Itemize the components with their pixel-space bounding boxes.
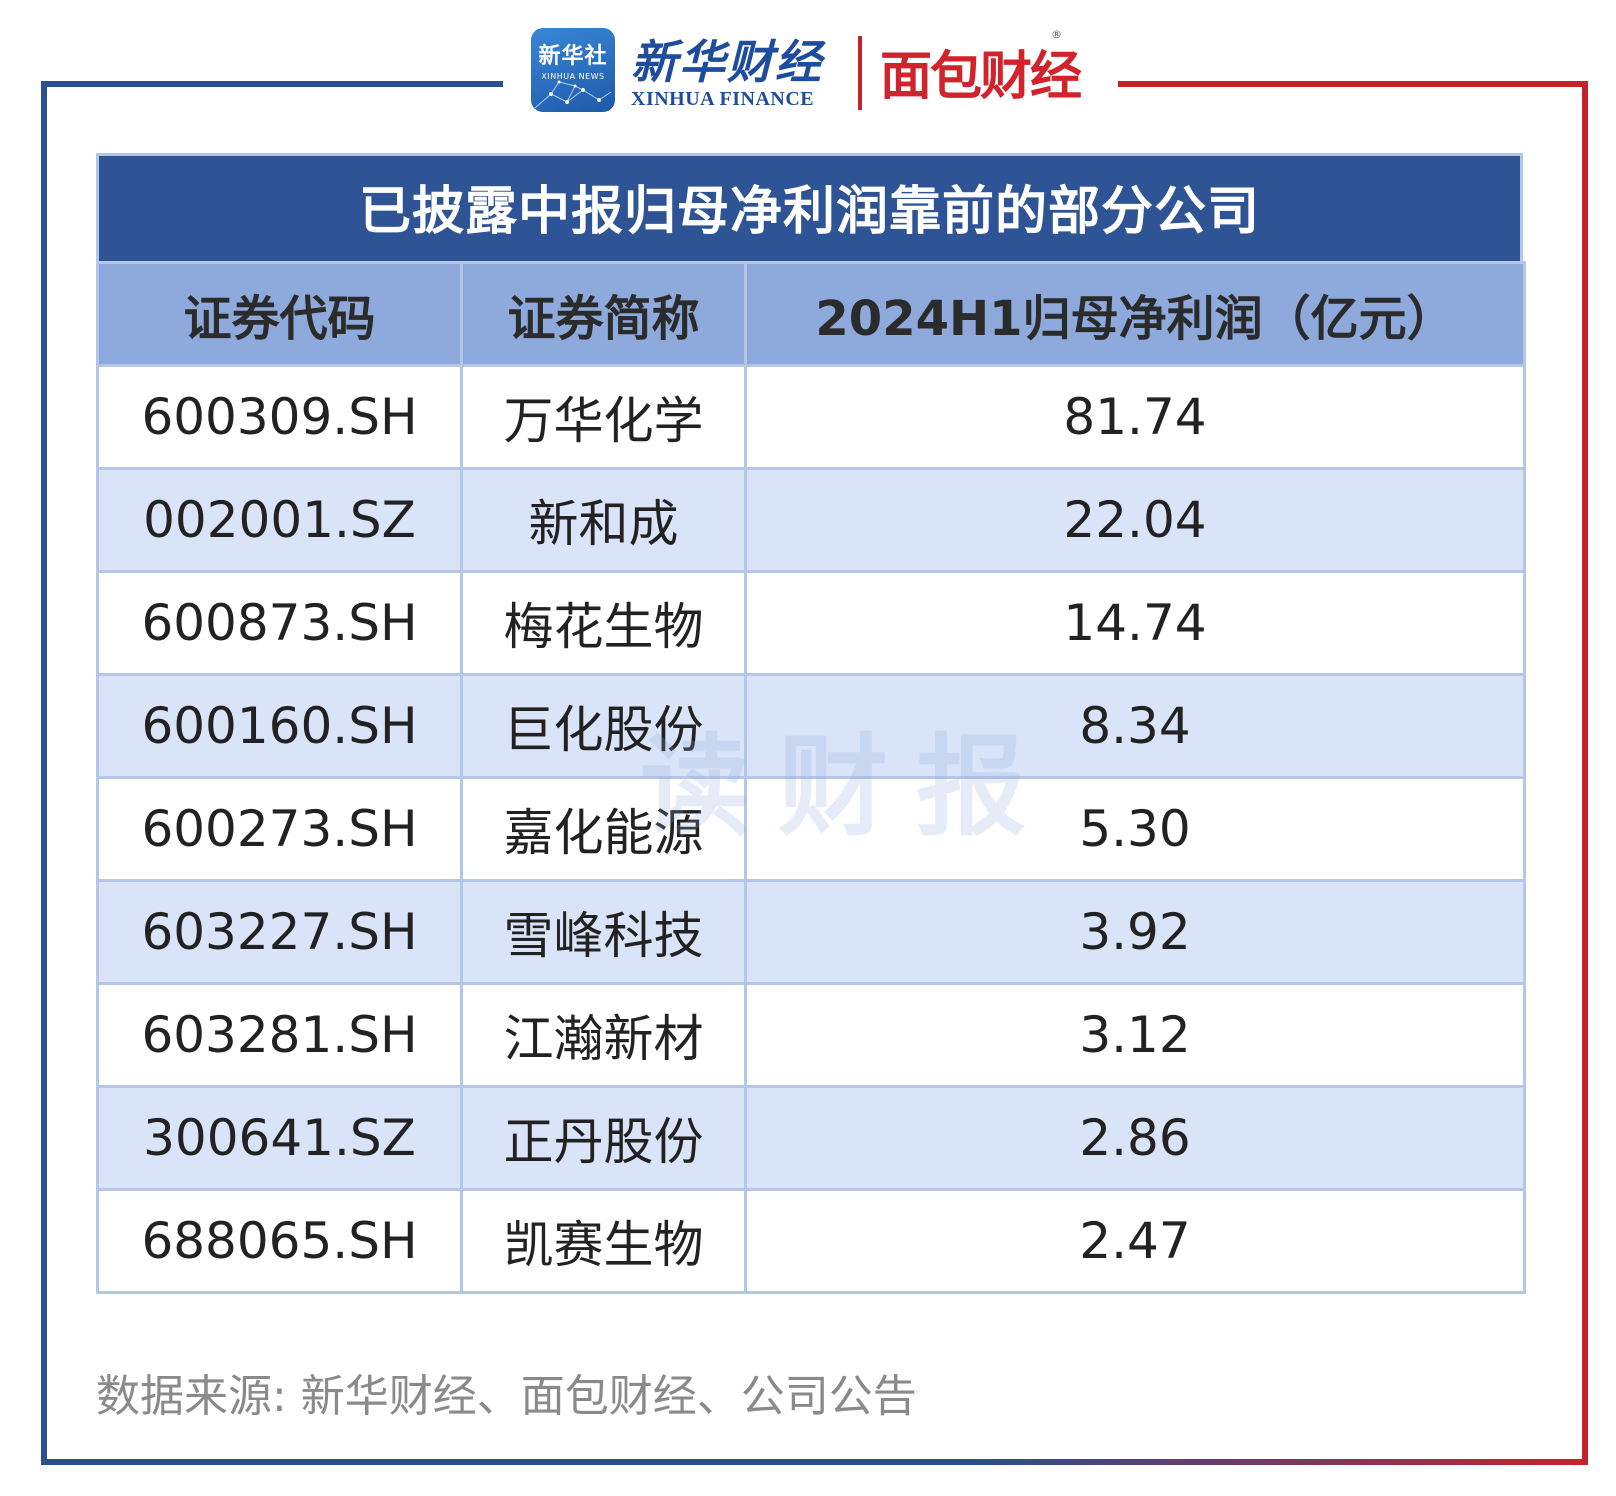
frame-top-left-line: [41, 81, 503, 87]
cell-code: 600873.SH: [96, 570, 463, 676]
table-row: 002001.SZ 新和成 22.04: [96, 467, 1526, 573]
table-row: 600873.SH 梅花生物 14.74: [96, 570, 1526, 676]
cell-profit: 2.47: [744, 1188, 1526, 1294]
cell-profit: 3.92: [744, 879, 1526, 985]
table-row: 688065.SH 凯赛生物 2.47: [96, 1188, 1526, 1294]
cell-code: 600309.SH: [96, 364, 463, 470]
cell-name: 新和成: [460, 467, 747, 573]
mianbao-finance-logo: 面包财经: [880, 47, 1082, 107]
cell-profit: 3.12: [744, 982, 1526, 1088]
cell-name: 万华化学: [460, 364, 747, 470]
xinhua-badge-en: XINHUA NEWS: [541, 72, 605, 81]
table-row: 603227.SH 雪峰科技 3.92: [96, 879, 1526, 985]
cell-profit: 8.34: [744, 673, 1526, 779]
profit-table-container: 已披露中报归母净利润靠前的部分公司 证券代码 证券简称 2024H1归母净利润（…: [96, 153, 1526, 1294]
frame-right-line: [1582, 81, 1588, 1465]
xinhua-news-logo: 新华社 XINHUA NEWS: [531, 28, 615, 112]
cell-name: 梅花生物: [460, 570, 747, 676]
table-row: 600273.SH 嘉化能源 5.30: [96, 776, 1526, 882]
cell-name: 雪峰科技: [460, 879, 747, 985]
cell-code: 688065.SH: [96, 1188, 463, 1294]
cell-profit: 5.30: [744, 776, 1526, 882]
cell-code: 002001.SZ: [96, 467, 463, 573]
registered-mark: ®: [1051, 28, 1062, 41]
cell-code: 603281.SH: [96, 982, 463, 1088]
cell-code: 600160.SH: [96, 673, 463, 779]
cell-code: 300641.SZ: [96, 1085, 463, 1191]
cell-name: 巨化股份: [460, 673, 747, 779]
cell-profit: 14.74: [744, 570, 1526, 676]
cell-profit: 2.86: [744, 1085, 1526, 1191]
frame-top-right-line: [1118, 81, 1588, 87]
cell-profit: 22.04: [744, 467, 1526, 573]
table-row: 600309.SH 万华化学 81.74: [96, 364, 1526, 470]
cell-profit: 81.74: [744, 364, 1526, 470]
header-profit: 2024H1归母净利润（亿元）: [744, 261, 1526, 367]
cell-code: 603227.SH: [96, 879, 463, 985]
data-source-note: 数据来源: 新华财经、面包财经、公司公告: [96, 1371, 917, 1422]
header-code: 证券代码: [96, 261, 463, 367]
table-row: 603281.SH 江瀚新材 3.12: [96, 982, 1526, 1088]
xinhua-finance-logo-cn: 新华财经: [631, 35, 823, 89]
profit-table: 证券代码 证券简称 2024H1归母净利润（亿元） 600309.SH 万华化学…: [96, 261, 1526, 1294]
frame-left-line: [41, 81, 47, 1465]
table-row: 300641.SZ 正丹股份 2.86: [96, 1085, 1526, 1191]
header-name: 证券简称: [460, 261, 747, 367]
table-title: 已披露中报归母净利润靠前的部分公司: [96, 153, 1523, 261]
cell-name: 江瀚新材: [460, 982, 747, 1088]
cell-name: 嘉化能源: [460, 776, 747, 882]
frame-bottom-line: [41, 1459, 1588, 1465]
cell-name: 凯赛生物: [460, 1188, 747, 1294]
header-logos: 新华社 XINHUA NEWS 新华财经 XINHUA FINANCE 面包财经…: [523, 24, 1103, 120]
cell-code: 600273.SH: [96, 776, 463, 882]
xinhua-badge-cn: 新华社: [538, 43, 608, 69]
cell-name: 正丹股份: [460, 1085, 747, 1191]
table-row: 600160.SH 巨化股份 8.34: [96, 673, 1526, 779]
network-icon: [534, 80, 612, 109]
table-header-row: 证券代码 证券简称 2024H1归母净利润（亿元）: [96, 261, 1526, 367]
xinhua-finance-logo-en: XINHUA FINANCE: [631, 88, 815, 110]
logo-separator: [858, 36, 862, 110]
